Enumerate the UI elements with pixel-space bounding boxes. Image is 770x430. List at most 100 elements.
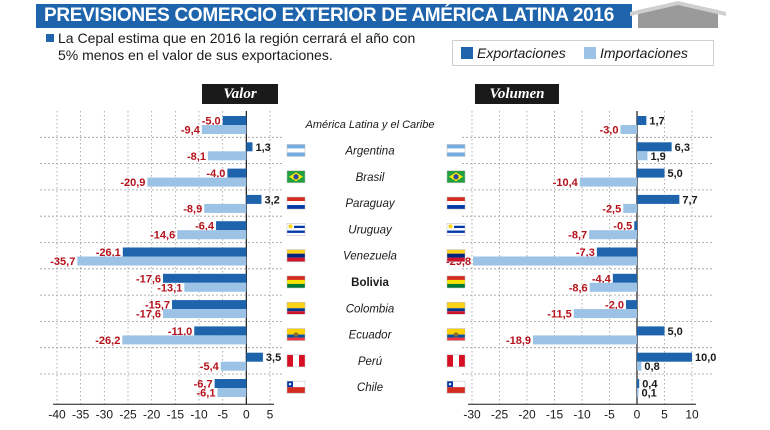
data-label-1-0-4: -0,5 (613, 221, 632, 233)
flag-colombia-left-stripe-1 (287, 308, 305, 312)
bar-valor-imports-5 (77, 256, 247, 266)
data-label-0-0-7: -15,7 (145, 300, 170, 312)
flag-uruguay-right-stripe-1 (447, 225, 465, 229)
flag-ecuador-left-border (286, 328, 306, 341)
flag-venezuela-left-border (286, 249, 306, 262)
flag-argentina-left-stripe-1 (287, 148, 305, 153)
bar-valor-imports-10 (217, 388, 247, 397)
flag-peru-left-band-2 (299, 354, 305, 367)
bar-valor-imports-9 (220, 361, 247, 371)
bar-valor-exports-4 (216, 221, 247, 231)
flag-colombia-right-stripe-2 (447, 311, 465, 315)
data-label-0-1-0: -9,4 (181, 125, 201, 137)
flag-colombia-left-stripe-0 (287, 302, 305, 309)
bar-volumen-exports-1 (637, 142, 672, 152)
bar-volumen-imports-7 (573, 309, 637, 319)
flag-uruguay-right-stripe-2 (447, 228, 465, 231)
category-label-argentina: Argentina (344, 145, 394, 157)
bar-valor-imports-1 (207, 151, 247, 161)
flag-bolivia-right-stripe-2 (447, 283, 465, 288)
category-label-bolivia: Bolivia (351, 277, 389, 289)
flag-argentina-left-border (286, 144, 306, 157)
flag-colombia-right-stripe-0 (447, 302, 465, 309)
data-label-1-0-1: 6,3 (675, 142, 690, 154)
flag-venezuela-right-stripe-2 (447, 257, 465, 262)
flag-chile-left-stripe-0 (287, 381, 305, 388)
data-label-0-0-0: -5,0 (202, 116, 221, 128)
category-label-colombia: Colombia (346, 303, 395, 315)
bar-valor-imports-2 (147, 177, 247, 187)
data-label-0-1-1: -8,1 (187, 151, 206, 163)
flag-uruguay-left-stripe-3 (287, 230, 305, 233)
flag-ecuador-right-stripe-2 (447, 337, 465, 341)
tick-label-1-0: -30 (463, 407, 481, 421)
tick-label-1-8: 10 (685, 407, 699, 421)
category-label-peru: Perú (358, 356, 383, 368)
data-label-0-1-7: -17,6 (136, 309, 161, 321)
data-label-1-1-2: -10,4 (553, 177, 579, 189)
data-label-0-1-4: -14,6 (150, 230, 175, 242)
data-label-1-1-4: -8,7 (568, 230, 587, 242)
tick-label-1-2: -20 (518, 407, 536, 421)
bar-volumen-imports-10 (637, 388, 639, 397)
tick-label-1-7: 5 (661, 407, 668, 421)
flag-ecuador-right-emblem (453, 332, 459, 337)
data-label-0-1-3: -8,9 (183, 203, 202, 215)
data-label-0-1-5: -35,7 (50, 256, 75, 268)
bar-valor-imports-4 (177, 230, 247, 240)
bar-volumen-exports-4 (634, 221, 637, 231)
flag-uruguay-right-sun (448, 224, 453, 229)
data-label-0-0-9: 3,5 (266, 352, 281, 364)
chart-note: La Cepal estima que en 2016 la región ce… (58, 30, 416, 63)
flag-venezuela-left-stripe-2 (287, 257, 305, 262)
flag-peru-left-border (286, 354, 306, 368)
tick-label-1-6: 0 (634, 407, 641, 421)
tick-label-0-5: -15 (167, 407, 185, 421)
tick-label-0-1: -35 (72, 407, 90, 421)
bar-volumen-exports-5 (596, 247, 637, 257)
flag-paraguay-left-stripe-1 (287, 201, 305, 206)
flag-uruguay-left-stripe-4 (287, 232, 305, 236)
panel-title-volumen: Volumen (475, 84, 559, 104)
flag-venezuela-left-stripe-1 (287, 253, 305, 258)
data-label-1-1-9: 0,8 (644, 361, 659, 373)
data-label-0-0-3: 3,2 (264, 194, 279, 206)
flag-peru-right-band-1 (453, 354, 459, 367)
flag-colombia-left-stripe-2 (287, 311, 305, 315)
data-label-1-0-9: 10,0 (695, 352, 716, 364)
flag-venezuela-right-stripe-0 (447, 249, 465, 254)
category-label-ecuador: Ecuador (349, 330, 393, 342)
house-icon (630, 1, 726, 28)
category-label-paraguay: Paraguay (345, 198, 395, 210)
flag-uruguay-right-stripe-4 (447, 232, 465, 236)
data-label-0-0-6: -17,6 (136, 273, 161, 285)
data-label-0-1-10: -6,1 (196, 388, 215, 400)
tick-label-1-1: -25 (491, 407, 509, 421)
category-label-brasil: Brasil (356, 172, 385, 184)
flag-brasil-right-globe (453, 174, 459, 180)
data-label-0-0-8: -11,0 (168, 326, 192, 338)
legend-swatch-imports (584, 47, 596, 59)
data-label-0-1-2: -20,9 (120, 177, 145, 189)
flag-argentina-right-border (446, 144, 466, 157)
bar-valor-exports-6 (163, 273, 247, 283)
flag-bolivia-right-stripe-1 (447, 279, 465, 284)
legend-label-exports: Exportaciones (477, 45, 566, 61)
flag-paraguay-right-stripe-1 (447, 201, 465, 206)
flag-uruguay-left-stripe-2 (287, 228, 305, 231)
tick-label-0-9: 5 (267, 407, 274, 421)
flag-ecuador-left-stripe-0 (287, 328, 305, 335)
flag-venezuela-right-border (446, 249, 466, 262)
flag-paraguay-left-stripe-2 (287, 205, 305, 210)
tick-label-0-6: -10 (190, 407, 208, 421)
flag-ecuador-left-emblem (293, 332, 299, 337)
flag-chile-left-border (286, 380, 306, 394)
data-label-1-0-5: -7,3 (576, 247, 595, 259)
tick-label-0-0: -40 (48, 407, 66, 421)
bar-volumen-imports-9 (637, 361, 642, 371)
bar-valor-exports-7 (172, 300, 247, 310)
bar-valor-imports-7 (163, 309, 247, 319)
bar-volumen-imports-6 (589, 282, 637, 292)
flag-peru-left-band-0 (287, 354, 293, 367)
data-label-0-1-8: -26,2 (95, 335, 120, 347)
